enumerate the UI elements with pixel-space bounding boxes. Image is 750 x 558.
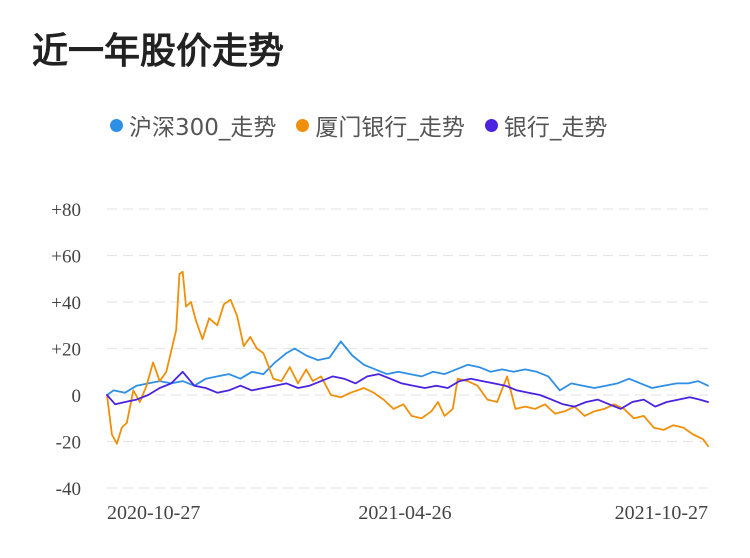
x-tick-label: 2021-04-26	[358, 502, 451, 524]
series-line-0	[106, 340, 709, 396]
legend-item-xiamen-bank[interactable]: 厦门银行_走势	[296, 108, 465, 142]
series-lines	[106, 270, 709, 448]
x-tick-label: 2020-10-27	[107, 502, 200, 524]
chart-legend: 沪深300_走势 厦门银行_走势 银行_走势	[110, 108, 607, 142]
y-tick-label: +40	[51, 293, 81, 314]
legend-dot-xiamen-bank	[296, 118, 310, 132]
legend-item-hs300[interactable]: 沪深300_走势	[110, 108, 276, 142]
legend-dot-hs300	[110, 118, 123, 132]
x-axis-ticks: 2020-10-27 2021-04-26 2021-10-27	[107, 502, 708, 524]
grid-lines	[107, 208, 708, 489]
legend-label-xiamen-bank: 厦门银行_走势	[315, 115, 465, 141]
legend-label-bank-sector: 银行_走势	[503, 115, 608, 141]
y-tick-label: 0	[72, 386, 82, 407]
y-tick-label: -20	[56, 433, 81, 454]
y-tick-label: +80	[51, 200, 81, 221]
series-line-1	[106, 270, 709, 448]
y-axis-ticks: +80 +60 +40 +20 0 -20 -40	[51, 200, 81, 500]
series-line-2	[106, 370, 709, 410]
y-tick-label: +60	[51, 247, 81, 268]
page-title: 近一年股价走势	[32, 31, 285, 72]
legend-item-bank-sector[interactable]: 银行_走势	[484, 108, 608, 142]
y-tick-label: +20	[51, 340, 81, 361]
y-tick-label: -40	[56, 479, 81, 500]
legend-label-hs300: 沪深300_走势	[129, 115, 277, 141]
legend-dot-bank-sector	[484, 118, 498, 132]
x-tick-label: 2021-10-27	[615, 502, 708, 524]
